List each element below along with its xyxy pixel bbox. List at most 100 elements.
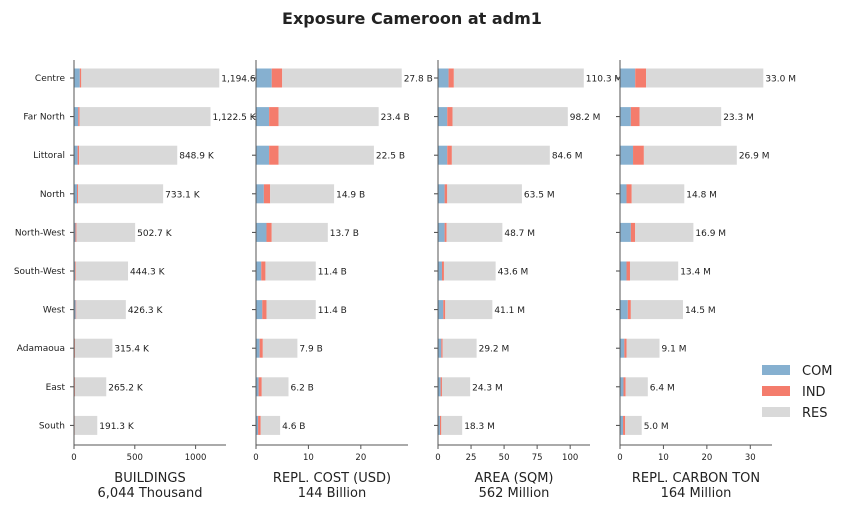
value-label: 191.3 K bbox=[99, 422, 135, 432]
bar-ind-7 bbox=[441, 338, 443, 358]
bar-ind-7 bbox=[259, 338, 263, 358]
bar-res-8 bbox=[261, 377, 289, 397]
bar-ind-4 bbox=[75, 222, 77, 242]
panel-2: 110.3 M 98.2 M 84.6 M 63.5 M 48.7 M 43.6 M 41.… bbox=[434, 60, 622, 501]
bar-ind-1 bbox=[269, 107, 279, 127]
bar-res-4 bbox=[76, 222, 136, 242]
bar-ind-8 bbox=[623, 377, 626, 397]
bar-com-6 bbox=[256, 300, 263, 320]
x-tick-label: 50 bbox=[499, 453, 510, 463]
bar-res-8 bbox=[625, 377, 648, 397]
bar-com-8 bbox=[620, 377, 624, 397]
x-axis-label: AREA (SQM) bbox=[474, 471, 553, 486]
bar-com-2 bbox=[438, 145, 448, 165]
x-tick-label: 0 bbox=[71, 453, 76, 463]
value-label: 33.0 M bbox=[765, 75, 796, 85]
bar-com-3 bbox=[74, 184, 78, 204]
x-tick-label: 0 bbox=[435, 453, 440, 463]
category-label: North bbox=[40, 190, 65, 200]
value-label: 23.3 M bbox=[723, 113, 754, 123]
bar-ind-3 bbox=[626, 184, 632, 204]
bar-ind-3 bbox=[263, 184, 271, 204]
bar-res-4 bbox=[271, 222, 328, 242]
bar-com-3 bbox=[620, 184, 627, 204]
bar-com-4 bbox=[74, 222, 76, 242]
value-label: 5.0 M bbox=[644, 422, 669, 432]
bar-res-6 bbox=[266, 300, 316, 320]
value-label: 848.9 K bbox=[179, 152, 215, 162]
bar-com-7 bbox=[620, 338, 625, 358]
bar-res-1 bbox=[639, 107, 722, 127]
bar-ind-3 bbox=[444, 184, 448, 204]
category-label: South bbox=[39, 421, 65, 431]
bar-ind-9 bbox=[258, 415, 261, 435]
panel-3: 33.0 M 23.3 M 26.9 M 14.8 M 16.9 M 13.4 M 14.5… bbox=[616, 60, 796, 501]
bar-res-0 bbox=[453, 68, 584, 88]
bar-ind-4 bbox=[630, 222, 636, 242]
value-label: 7.9 B bbox=[299, 345, 322, 355]
bar-com-0 bbox=[256, 68, 272, 88]
x-tick-label: 100 bbox=[562, 453, 578, 463]
bar-res-4 bbox=[446, 222, 503, 242]
bar-com-5 bbox=[620, 261, 627, 281]
bar-res-1 bbox=[278, 107, 379, 127]
value-label: 14.8 M bbox=[686, 190, 717, 200]
value-label: 63.5 M bbox=[524, 190, 555, 200]
bar-ind-8 bbox=[440, 377, 442, 397]
legend-label: RES bbox=[802, 406, 828, 421]
value-label: 502.7 K bbox=[137, 229, 173, 239]
bar-com-3 bbox=[256, 184, 264, 204]
bar-res-9 bbox=[441, 415, 463, 435]
bar-com-5 bbox=[256, 261, 262, 281]
bar-com-3 bbox=[438, 184, 445, 204]
bar-ind-6 bbox=[262, 300, 267, 320]
bar-ind-5 bbox=[74, 261, 76, 281]
bar-res-6 bbox=[76, 300, 126, 320]
bar-ind-1 bbox=[78, 107, 80, 127]
bar-com-0 bbox=[620, 68, 636, 88]
value-label: 6.4 M bbox=[650, 383, 675, 393]
bar-res-2 bbox=[79, 145, 178, 165]
bar-res-0 bbox=[646, 68, 764, 88]
category-label: Far North bbox=[23, 113, 65, 123]
category-label: Centre bbox=[35, 74, 66, 84]
value-label: 27.8 B bbox=[404, 75, 433, 85]
bar-res-4 bbox=[635, 222, 694, 242]
bar-com-8 bbox=[438, 377, 441, 397]
x-tick-label: 30 bbox=[745, 453, 756, 463]
value-label: 48.7 M bbox=[504, 229, 535, 239]
x-axis-label: REPL. COST (USD) bbox=[273, 471, 391, 486]
bar-res-7 bbox=[262, 338, 298, 358]
value-label: 14.5 M bbox=[685, 306, 716, 316]
value-label: 29.2 M bbox=[479, 345, 510, 355]
bar-com-1 bbox=[620, 107, 631, 127]
value-label: 24.3 M bbox=[472, 383, 503, 393]
bar-res-5 bbox=[75, 261, 129, 281]
x-axis-label: REPL. CARBON TON bbox=[632, 471, 760, 486]
value-label: 23.4 B bbox=[381, 113, 410, 123]
bar-res-6 bbox=[630, 300, 683, 320]
bar-res-3 bbox=[270, 184, 335, 204]
legend-swatch-ind bbox=[762, 386, 790, 396]
category-label: North-West bbox=[15, 228, 66, 238]
x-axis-total: 6,044 Thousand bbox=[98, 486, 203, 501]
bar-res-8 bbox=[441, 377, 471, 397]
bar-res-2 bbox=[278, 145, 374, 165]
bar-res-3 bbox=[447, 184, 522, 204]
bar-res-9 bbox=[625, 415, 642, 435]
bar-res-5 bbox=[443, 261, 496, 281]
legend-label: IND bbox=[802, 385, 826, 400]
bar-res-7 bbox=[442, 338, 477, 358]
bar-res-6 bbox=[445, 300, 493, 320]
bar-res-3 bbox=[631, 184, 685, 204]
bar-com-6 bbox=[620, 300, 628, 320]
value-label: 265.2 K bbox=[108, 383, 144, 393]
bar-com-4 bbox=[620, 222, 631, 242]
value-label: 16.9 M bbox=[695, 229, 726, 239]
x-tick-label: 0 bbox=[253, 453, 258, 463]
bar-res-9 bbox=[260, 415, 281, 435]
bar-res-8 bbox=[74, 377, 107, 397]
value-label: 315.4 K bbox=[114, 345, 150, 355]
category-label: South-West bbox=[14, 267, 66, 277]
